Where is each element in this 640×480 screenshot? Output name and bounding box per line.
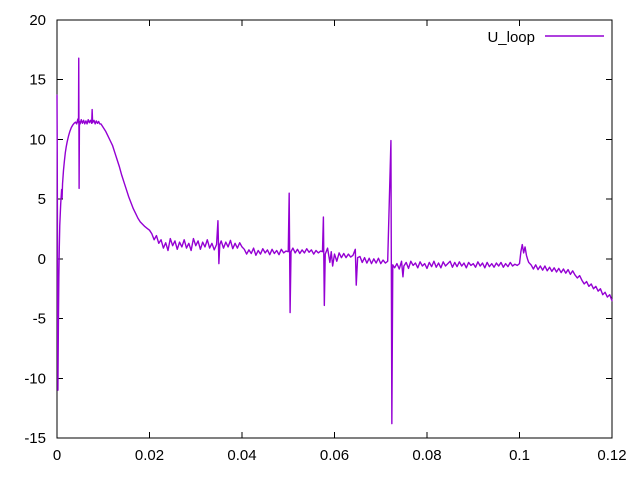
y-tick-label: 20 (29, 12, 46, 29)
legend: U_loop (487, 29, 604, 46)
x-tick-label: 0.12 (597, 447, 626, 464)
legend-label: U_loop (487, 29, 535, 46)
y-tick-label: 15 (29, 72, 46, 89)
x-tick-label: 0.1 (509, 447, 530, 464)
u-loop-curve (56, 57, 613, 425)
x-tick-label: 0.04 (227, 447, 256, 464)
y-tick-label: 0 (38, 251, 46, 268)
x-tick-label: 0.08 (412, 447, 441, 464)
y-tick-label: -15 (24, 430, 46, 447)
y-tick-label: 10 (29, 131, 46, 148)
x-tick-label: 0.06 (320, 447, 349, 464)
x-tick-label: 0.02 (135, 447, 164, 464)
y-tick-label: 5 (38, 191, 46, 208)
y-tick-label: -5 (33, 311, 46, 328)
y-tick-label: -10 (24, 370, 46, 387)
x-tick-label: 0 (53, 447, 61, 464)
generated-plot-elements: 0 0.02 0.04 0.06 0.08 0.1 0.12 -15 -10 -5 0 5 10 15 20 (24, 12, 626, 464)
plot-border (56, 19, 613, 439)
